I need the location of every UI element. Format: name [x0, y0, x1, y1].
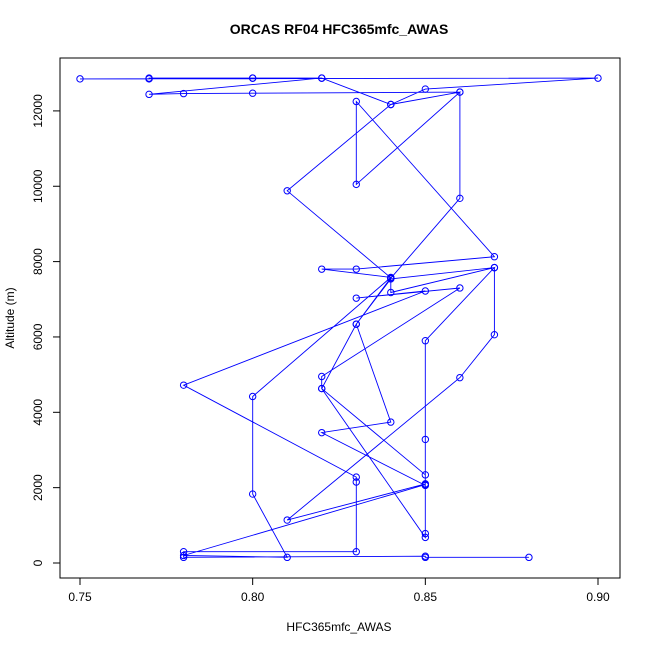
- data-point: [179, 381, 188, 389]
- y-axis-label: Altitude (m): [3, 287, 17, 348]
- x-tick-label: 0.85: [414, 590, 438, 604]
- y-tick-label: 0: [31, 559, 45, 566]
- data-point: [352, 473, 360, 481]
- data-point: [490, 253, 499, 261]
- data-point: [352, 547, 360, 556]
- data-point: [318, 265, 326, 273]
- data-point: [352, 265, 360, 273]
- data-point: [179, 547, 188, 556]
- data-point: [387, 100, 395, 109]
- data-point: [456, 284, 464, 292]
- data-point: [179, 551, 188, 560]
- data-point: [352, 294, 360, 302]
- data-point: [179, 89, 188, 98]
- y-tick-label: 12000: [31, 94, 45, 128]
- y-tick-label: 8000: [31, 248, 45, 275]
- data-point: [490, 263, 499, 272]
- x-tick-label: 0.80: [241, 590, 265, 604]
- data-point: [318, 428, 326, 437]
- data-point: [387, 288, 395, 297]
- data-point: [248, 490, 257, 498]
- series-line: [79, 77, 599, 558]
- data-point: [352, 97, 360, 106]
- x-axis: 0.75 0.80 0.85 0.90: [68, 577, 610, 604]
- chart-title: ORCAS RF04 HFC365mfc_AWAS: [230, 21, 449, 37]
- data-point: [248, 74, 257, 82]
- data-point: [456, 373, 464, 382]
- data-point: [318, 74, 326, 82]
- y-tick-label: 2000: [31, 474, 45, 501]
- x-tick-label: 0.90: [586, 590, 610, 604]
- data-point: [248, 89, 257, 97]
- data-point: [352, 320, 360, 328]
- x-axis-label: HFC365mfc_AWAS: [286, 620, 391, 634]
- data-point: [318, 384, 326, 393]
- y-tick-label: 4000: [31, 399, 45, 426]
- data-point: [283, 516, 291, 524]
- data-point: [179, 553, 188, 562]
- data-point: [421, 471, 430, 479]
- data-point: [421, 337, 430, 345]
- x-tick-label: 0.75: [68, 590, 92, 604]
- data-point: [145, 90, 153, 99]
- data-point: [421, 85, 430, 93]
- data-point: [421, 481, 430, 490]
- data-point: [145, 74, 153, 82]
- data-point: [283, 553, 291, 562]
- data-point: [387, 418, 395, 426]
- data-point: [352, 478, 360, 486]
- data-point: [318, 372, 326, 381]
- data-point: [594, 74, 602, 82]
- data-point: [490, 330, 499, 339]
- data-point: [421, 287, 430, 295]
- data-point: [456, 194, 464, 203]
- data-point: [421, 533, 430, 542]
- data-point: [525, 553, 533, 562]
- plot-frame: [59, 57, 621, 579]
- data-point: [283, 187, 291, 195]
- data-point: [456, 88, 464, 96]
- data-point: [248, 392, 257, 401]
- data-point: [387, 274, 395, 282]
- data-point: [76, 75, 84, 83]
- data-point: [352, 180, 360, 189]
- series-layer: [76, 74, 602, 562]
- y-tick-label: 10000: [31, 169, 45, 203]
- data-point: [421, 529, 430, 538]
- data-point: [421, 552, 430, 560]
- y-axis: 0 2000 4000 6000 8000 10000 12000: [31, 94, 61, 566]
- y-tick-label: 6000: [31, 323, 45, 350]
- data-point: [421, 435, 430, 444]
